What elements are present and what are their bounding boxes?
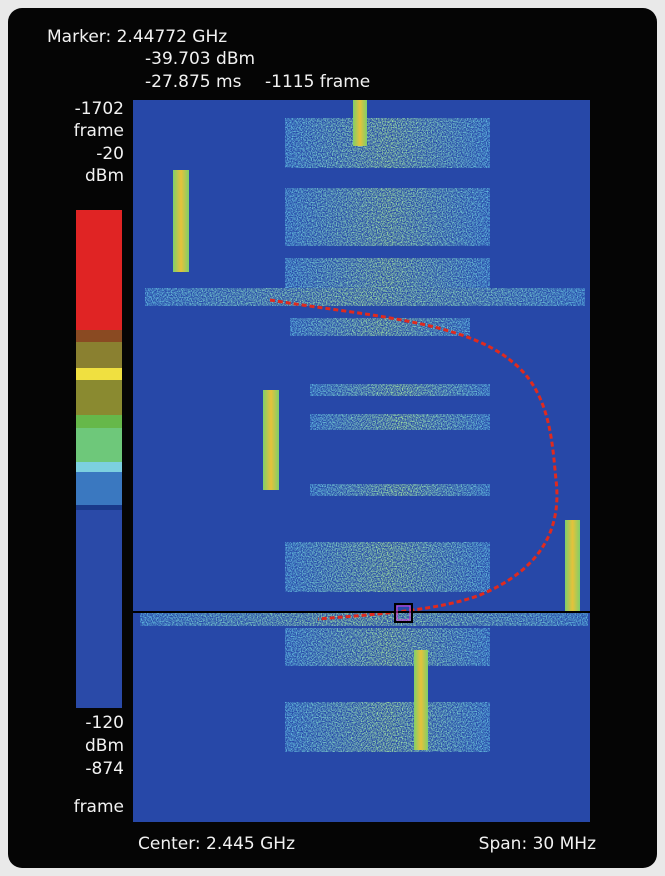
colorbar-label: dBm bbox=[85, 166, 124, 186]
colorbar-label: -20 bbox=[96, 144, 124, 164]
marker-frequency: Marker: 2.44772 GHz bbox=[47, 27, 227, 47]
colorbar-label: frame bbox=[74, 797, 124, 817]
colorbar-label: -874 bbox=[85, 759, 124, 779]
colorbar-label: frame bbox=[74, 121, 124, 141]
colorbar-label: dBm bbox=[85, 736, 124, 756]
color-bar bbox=[76, 210, 122, 708]
marker-frame: -1115 frame bbox=[265, 72, 370, 92]
span: Span: 30 MHz bbox=[479, 834, 596, 854]
marker-power: -39.703 dBm bbox=[145, 49, 255, 69]
colorbar-label: -1702 bbox=[75, 99, 124, 119]
colorbar-label: -120 bbox=[85, 713, 124, 733]
spectrogram bbox=[133, 100, 590, 822]
center-frequency: Center: 2.445 GHz bbox=[138, 834, 295, 854]
marker-time: -27.875 ms bbox=[145, 72, 242, 92]
